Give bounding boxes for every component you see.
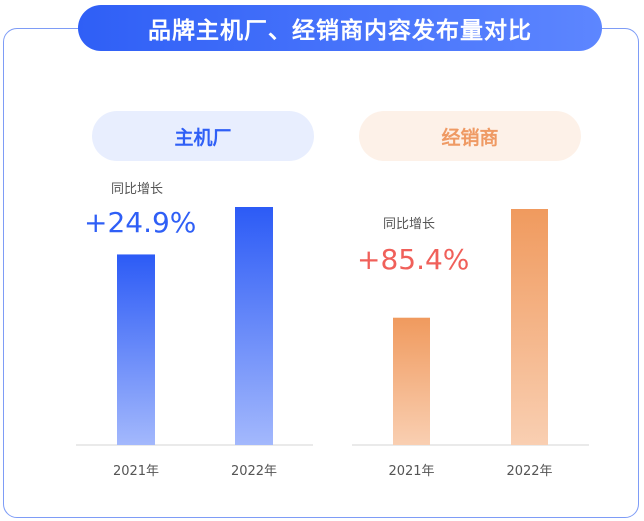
bar-oem-1 xyxy=(235,207,273,445)
yoy-value-dealer: +85.4% xyxy=(357,243,470,276)
x-tick-label-dealer-1: 2022年 xyxy=(506,464,552,479)
x-tick-label-oem-1: 2022年 xyxy=(231,464,277,479)
bar-dealer-1 xyxy=(511,209,548,445)
yoy-value-oem: +24.9% xyxy=(84,206,197,239)
panel-title-oem: 主机厂 xyxy=(92,111,314,161)
yoy-label-dealer: 同比增长 xyxy=(383,217,436,232)
x-tick-label-oem-0: 2021年 xyxy=(113,464,159,479)
panel-title-dealer: 经销商 xyxy=(359,111,581,161)
page-title: 品牌主机厂、经销商内容发布量对比 xyxy=(78,5,602,51)
bar-oem-0 xyxy=(117,254,155,445)
x-tick-label-dealer-0: 2021年 xyxy=(388,464,434,479)
bar-dealer-0 xyxy=(393,317,430,445)
yoy-label-oem: 同比增长 xyxy=(111,182,164,197)
